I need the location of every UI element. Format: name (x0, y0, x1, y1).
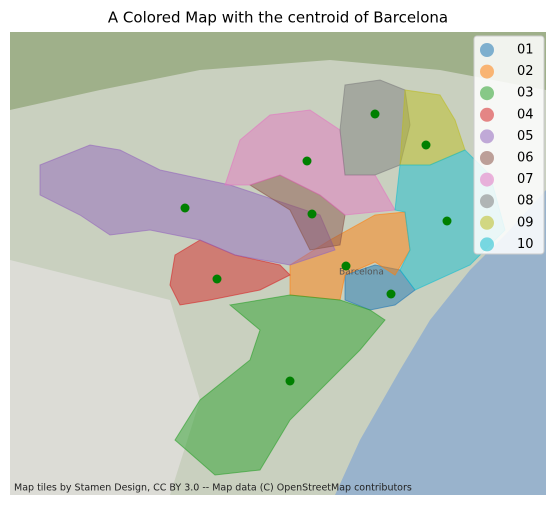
centroid (370, 109, 380, 119)
legend-marker (480, 43, 494, 57)
legend-label: 04 (517, 107, 534, 122)
centroid (180, 203, 190, 213)
legend-label: 01 (517, 43, 534, 58)
urban-area (10, 260, 200, 495)
centroid (386, 289, 396, 299)
legend-label: 03 (517, 86, 534, 101)
district (344, 264, 416, 311)
centroid (212, 274, 222, 284)
legend: 01 02 03 04 05 06 07 08 09 10 (480, 43, 534, 252)
legend-label: 09 (517, 215, 534, 230)
legend-marker (480, 86, 494, 101)
centroid (302, 156, 312, 166)
centroid (285, 376, 295, 386)
legend-marker (480, 107, 494, 122)
legend-label: 06 (517, 151, 534, 166)
district (339, 79, 411, 176)
legend-marker (480, 237, 494, 252)
centroid (341, 261, 351, 271)
sea (335, 190, 546, 495)
attribution: Map tiles by Stamen Design, CC BY 3.0 --… (14, 483, 412, 494)
legend-label: 02 (517, 64, 534, 79)
legend-label: 05 (517, 129, 534, 144)
hills (10, 32, 546, 110)
districts (39, 79, 506, 476)
centroid (307, 209, 317, 219)
centroid (421, 140, 431, 150)
legend-marker (480, 194, 494, 209)
chart-title: A Colored Map with the centroid of Barce… (108, 9, 448, 27)
legend-marker (480, 215, 494, 230)
centroid (442, 216, 452, 226)
map-label: Barcelona (339, 268, 384, 278)
legend-marker (480, 151, 494, 165)
legend-marker (480, 129, 494, 144)
district (174, 294, 386, 476)
legend-label: 10 (517, 237, 534, 252)
legend-marker (480, 64, 494, 79)
legend-label: 07 (517, 172, 534, 187)
legend-marker (480, 172, 494, 187)
legend-label: 08 (517, 194, 534, 209)
centroids (180, 109, 452, 386)
